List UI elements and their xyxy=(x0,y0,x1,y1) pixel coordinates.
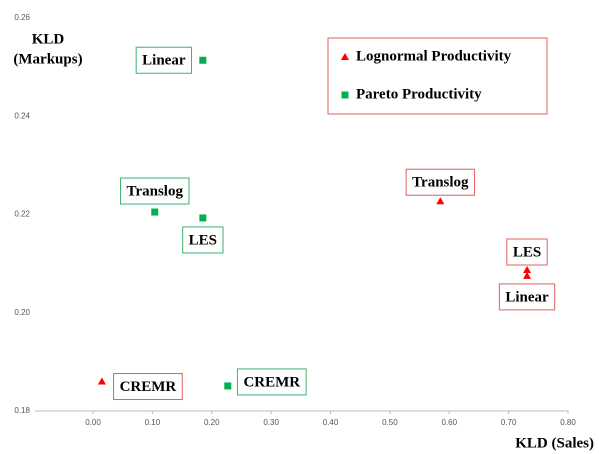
point-label: Linear xyxy=(505,289,549,305)
y-axis-title: (Markups) xyxy=(13,51,82,67)
y-tick-label: 0.26 xyxy=(14,13,30,22)
point-label: CREMR xyxy=(120,379,177,395)
legend-marker xyxy=(341,91,349,99)
point xyxy=(97,377,106,385)
point-label: Translog xyxy=(412,175,469,191)
point xyxy=(436,197,445,205)
y-tick-label: 0.22 xyxy=(14,210,30,219)
x-tick-label: 0.10 xyxy=(145,418,161,427)
x-tick-label: 0.20 xyxy=(204,418,220,427)
y-tick-label: 0.18 xyxy=(14,406,30,415)
y-tick-label: 0.20 xyxy=(14,308,30,317)
point-label: Translog xyxy=(127,183,184,199)
point xyxy=(224,382,232,390)
point-label: Linear xyxy=(142,53,186,69)
legend-label: Lognormal Productivity xyxy=(356,48,512,64)
point-label-box xyxy=(236,368,307,396)
legend-label: Pareto Productivity xyxy=(356,86,482,102)
point-label: CREMR xyxy=(243,374,300,390)
point-label-box xyxy=(405,168,476,196)
point-label-box xyxy=(113,373,183,401)
x-tick-label: 0.00 xyxy=(85,418,101,427)
x-tick-label: 0.70 xyxy=(501,418,517,427)
point-label: LES xyxy=(513,244,541,260)
point-label-box xyxy=(135,46,193,74)
point-label-box xyxy=(498,283,556,311)
point-label-box xyxy=(506,238,548,266)
x-tick-label: 0.50 xyxy=(382,418,398,427)
point xyxy=(151,208,159,216)
point xyxy=(523,271,532,279)
x-tick-label: 0.60 xyxy=(441,418,457,427)
y-tick-label: 0.24 xyxy=(14,111,30,120)
point xyxy=(199,56,207,64)
y-axis-title: KLD xyxy=(32,31,65,47)
x-axis-title: KLD (Sales) xyxy=(515,435,594,451)
x-tick-label: 0.80 xyxy=(560,418,576,427)
x-tick-label: 0.30 xyxy=(263,418,279,427)
point-label-box xyxy=(120,177,190,205)
point xyxy=(199,214,207,222)
legend-box xyxy=(327,37,548,115)
point-label: LES xyxy=(189,232,217,248)
point-label-box xyxy=(182,226,224,254)
legend-marker xyxy=(341,53,349,60)
x-tick-label: 0.40 xyxy=(323,418,339,427)
point xyxy=(523,266,532,274)
